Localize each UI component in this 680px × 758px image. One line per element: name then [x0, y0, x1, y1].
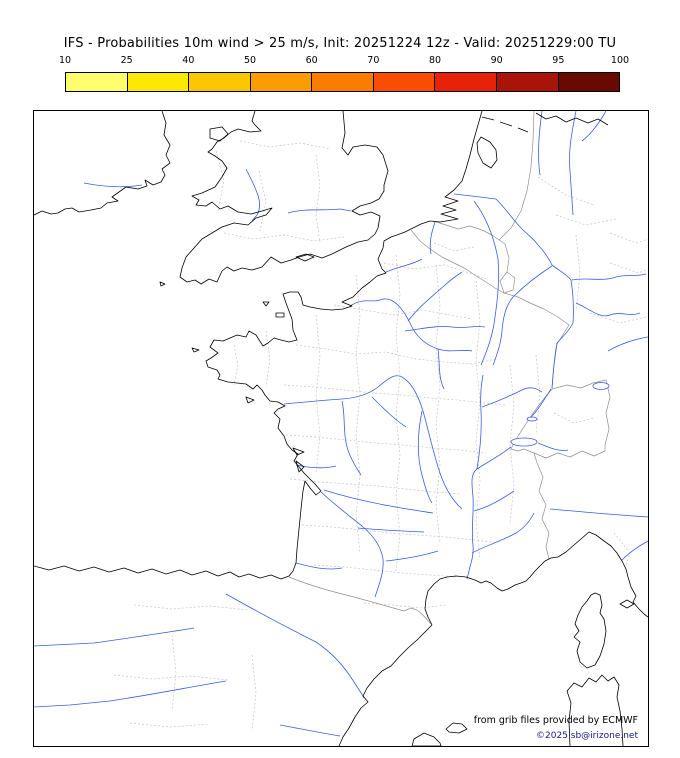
colorbar-tick-label: 50	[243, 55, 257, 66]
attribution-source: from grib files provided by ECMWF	[473, 715, 638, 726]
colorbar-segment	[250, 73, 313, 91]
colorbar-tick-label: 80	[428, 55, 442, 66]
country-borders-group	[288, 111, 611, 625]
colorbar-tick-label: 25	[120, 55, 133, 66]
colorbar-tick-label: 90	[490, 55, 503, 66]
colorbar-tick-label: 60	[305, 55, 318, 66]
colorbar-tick-labels: 10 25 40 50 60 70 80 90 95 100	[59, 55, 629, 68]
colorbar-tick-label: 70	[367, 55, 380, 66]
colorbar-segment	[312, 73, 374, 91]
chart-title: IFS - Probabilities 10m wind > 25 m/s, I…	[63, 36, 617, 51]
region-borders-group	[113, 140, 648, 732]
colorbar-segment	[373, 73, 436, 91]
colorbar-segment	[435, 73, 497, 91]
colorbar-tick-label: 10	[58, 55, 72, 66]
rivers-group	[34, 111, 648, 737]
colorbar-tick-label: 40	[182, 55, 195, 66]
colorbar	[65, 72, 620, 92]
map-svg	[34, 111, 648, 746]
coastlines-group	[34, 111, 648, 746]
colorbar-segment	[127, 73, 190, 91]
colorbar-segment	[66, 73, 128, 91]
map-frame: from grib files provided by ECMWF ©2025 …	[33, 110, 649, 747]
attribution-copyright: ©2025 sb@irizone.net	[536, 731, 638, 741]
colorbar-tick-label: 95	[552, 55, 565, 66]
colorbar-segment	[496, 73, 559, 91]
colorbar-segment	[558, 73, 620, 91]
colorbar-segment	[189, 73, 251, 91]
lakes-group	[510, 382, 610, 447]
colorbar-tick-label: 100	[610, 55, 630, 66]
